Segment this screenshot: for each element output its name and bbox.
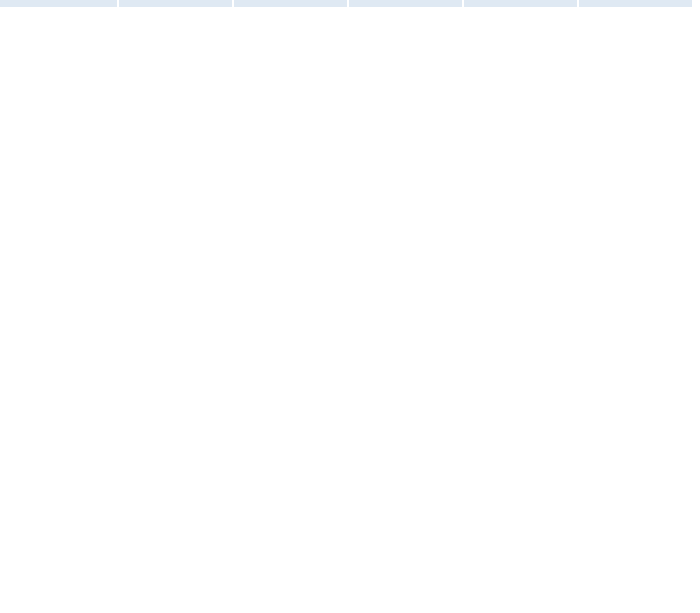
next-row-edge-col [347, 0, 462, 7]
next-row-edge [0, 0, 700, 7]
next-row-edge-city [0, 0, 117, 7]
next-row-edge-col [232, 0, 347, 7]
next-row-edge-col [577, 0, 692, 7]
next-row-edge-col [462, 0, 577, 7]
next-row-edge-col [117, 0, 232, 7]
